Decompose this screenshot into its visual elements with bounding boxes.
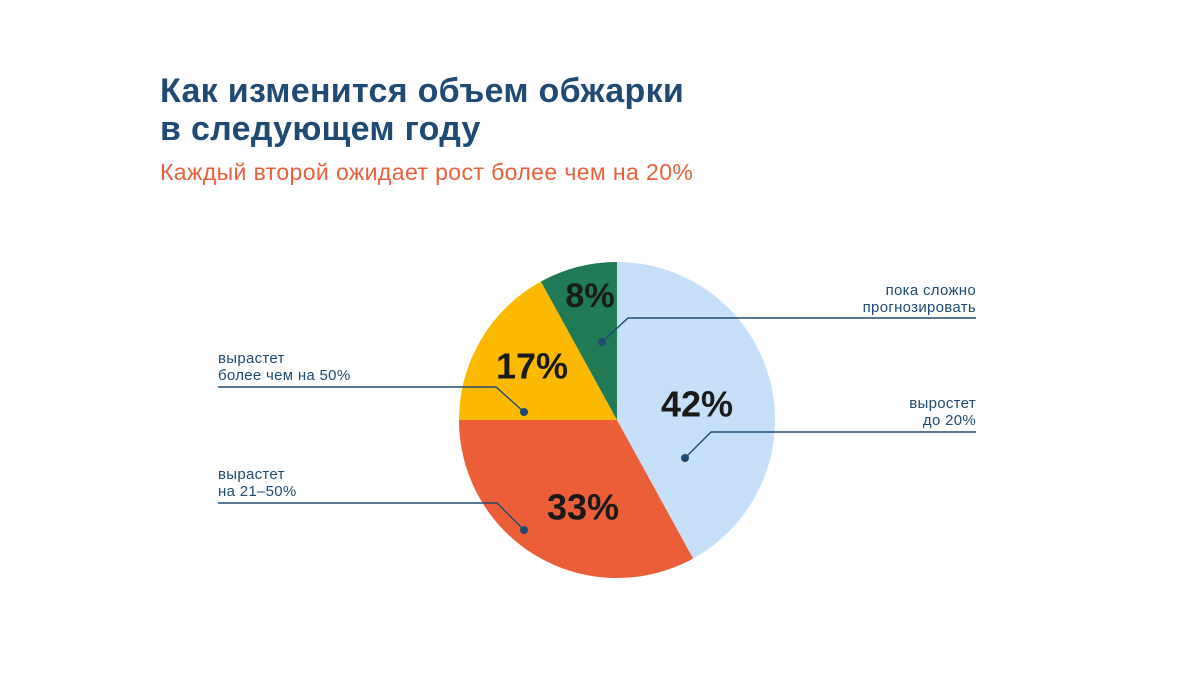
leader-over-50 <box>218 386 525 413</box>
slice-hard-to-forecast <box>540 262 617 420</box>
chart-subtitle: Каждый второй ожидает рост более чем на … <box>160 159 694 185</box>
callout-hard-to-forecast-line-1: пока сложно <box>885 282 976 299</box>
pie-value-labels: 42% 33% 17% 8% <box>496 277 733 528</box>
slice-grow-up-to-20-value-label: 42% <box>661 384 733 425</box>
leader-hard-to-forecast <box>601 317 976 343</box>
leader-lines <box>218 317 976 534</box>
leader-21-50 <box>218 502 525 531</box>
slice-grow-21-50 <box>459 420 694 578</box>
chart-title-line-2: в следующем году <box>160 110 481 148</box>
callout-up-to-20-line-1: выростет <box>909 395 976 412</box>
callout-21-50: вырастет на 21–50% <box>218 466 408 500</box>
slice-grow-over-50 <box>459 281 617 420</box>
slice-grow-up-to-20 <box>617 262 775 559</box>
callout-over-50-line-1: вырастет <box>218 350 285 367</box>
callout-hard-to-forecast: пока сложно прогнозировать <box>800 282 976 316</box>
slice-grow-21-50-value-label: 33% <box>547 487 619 528</box>
leader-21-50-dot <box>520 526 528 534</box>
callout-over-50-line-2: более чем на 50% <box>218 367 351 384</box>
slice-hard-to-forecast-value-label: 8% <box>565 277 614 315</box>
callout-hard-to-forecast-line-2: прогнозировать <box>862 299 976 316</box>
slice-grow-over-50-value-label: 17% <box>496 346 568 387</box>
callout-up-to-20-line-2: до 20% <box>922 412 976 429</box>
callout-up-to-20: выростет до 20% <box>800 395 976 429</box>
leader-over-50-dot <box>520 408 528 416</box>
leader-up-to-20 <box>684 431 976 459</box>
leader-up-to-20-dot <box>681 454 689 462</box>
callout-over-50: вырастет более чем на 50% <box>218 350 408 384</box>
chart-title-line-1: Как изменится объем обжарки <box>160 72 685 110</box>
callout-21-50-line-1: вырастет <box>218 466 285 483</box>
pie-slices <box>459 262 775 578</box>
chart-title: Как изменится объем обжарки в следующем … <box>160 72 684 148</box>
leader-hard-to-forecast-dot <box>598 338 606 346</box>
callout-21-50-line-2: на 21–50% <box>218 483 297 500</box>
